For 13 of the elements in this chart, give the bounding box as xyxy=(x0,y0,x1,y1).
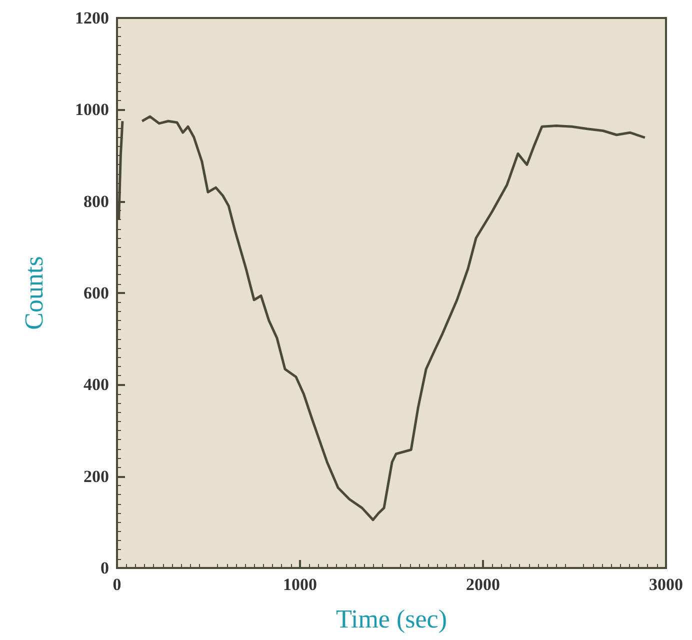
x-tick-label: 3000 xyxy=(649,575,683,594)
y-tick-label: 0 xyxy=(100,558,109,578)
x-tick-label: 0 xyxy=(112,575,122,594)
y-tick-label: 200 xyxy=(84,466,109,486)
y-tick-label: 1000 xyxy=(75,100,109,120)
x-tick-label: 2000 xyxy=(466,575,500,594)
x-tick-label: 1000 xyxy=(283,575,317,594)
y-tick-label: 600 xyxy=(84,284,109,302)
y-tick-label: 400 xyxy=(84,375,109,394)
x-axis-title: Time (sec) xyxy=(336,604,447,634)
y-tick-label: 1200 xyxy=(75,8,109,28)
y-axis-title: Counts xyxy=(20,256,48,330)
y-tick-label: 800 xyxy=(84,192,109,211)
